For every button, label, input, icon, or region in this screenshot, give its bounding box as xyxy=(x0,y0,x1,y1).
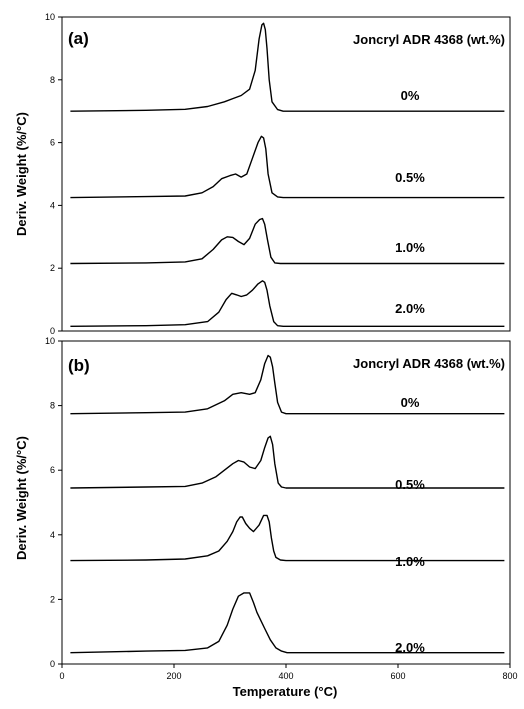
panel-label-b: (b) xyxy=(68,356,90,375)
y-tick-label-a-4: 4 xyxy=(50,200,55,210)
curve-label-panel-a-2-0pct: 2.0% xyxy=(395,301,425,316)
y-tick-label-a-0: 0 xyxy=(50,326,55,336)
curve-panel-b-0-5pct xyxy=(70,435,505,489)
curve-panel-b-2-0pct xyxy=(70,592,505,654)
y-tick-label-b-6: 6 xyxy=(50,465,55,475)
y-axis-title-panel-b: Deriv. Weight (%/°C) xyxy=(14,436,29,560)
x-tick-label-b-600: 600 xyxy=(390,671,405,681)
y-tick-label-b-10: 10 xyxy=(45,336,55,346)
x-tick-label-b-200: 200 xyxy=(166,671,181,681)
y-tick-label-a-8: 8 xyxy=(50,75,55,85)
y-tick-label-b-8: 8 xyxy=(50,401,55,411)
curve-label-panel-a-0-5pct: 0.5% xyxy=(395,170,425,185)
plot-frame-panel-b xyxy=(61,340,511,665)
curve-label-panel-a-1-0pct: 1.0% xyxy=(395,240,425,255)
x-tick-label-b-800: 800 xyxy=(502,671,517,681)
y-tick-label-b-0: 0 xyxy=(50,659,55,669)
x-tick-label-b-0: 0 xyxy=(59,671,64,681)
curve-label-panel-b-1-0pct: 1.0% xyxy=(395,554,425,569)
y-tick-label-a-10: 10 xyxy=(45,12,55,22)
curve-label-panel-b-0pct: 0% xyxy=(401,395,420,410)
y-tick-label-b-2: 2 xyxy=(50,594,55,604)
x-tick-label-b-400: 400 xyxy=(278,671,293,681)
curve-label-panel-b-2-0pct: 2.0% xyxy=(395,640,425,655)
y-axis-title-panel-a: Deriv. Weight (%/°C) xyxy=(14,112,29,236)
legend-title-panel-b: Joncryl ADR 4368 (wt.%) xyxy=(353,356,505,371)
panel-label-a: (a) xyxy=(68,29,89,48)
curve-panel-b-0pct xyxy=(70,354,505,415)
curve-label-panel-b-0-5pct: 0.5% xyxy=(395,477,425,492)
curve-panel-a-1-0pct xyxy=(70,217,505,265)
y-tick-label-a-6: 6 xyxy=(50,138,55,148)
y-tick-label-b-4: 4 xyxy=(50,530,55,540)
curve-panel-a-0pct xyxy=(70,22,505,112)
curve-panel-a-0-5pct xyxy=(70,135,505,199)
curve-panel-b-1-0pct xyxy=(70,514,505,562)
y-tick-label-a-2: 2 xyxy=(50,263,55,273)
curve-panel-a-2-0pct xyxy=(70,280,505,327)
x-axis-title: Temperature (°C) xyxy=(233,684,338,699)
plot-frame-panel-a xyxy=(61,16,511,332)
legend-title-panel-a: Joncryl ADR 4368 (wt.%) xyxy=(353,32,505,47)
curve-label-panel-a-0pct: 0% xyxy=(401,88,420,103)
